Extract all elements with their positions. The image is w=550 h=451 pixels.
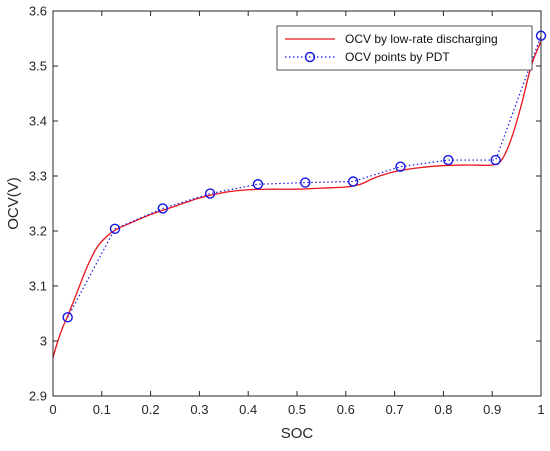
y-tick-label: 3.2 (29, 224, 47, 239)
x-tick-label: 0.8 (434, 402, 452, 417)
y-tick-label: 2.9 (29, 389, 47, 404)
y-tick-label: 3.6 (29, 4, 47, 19)
x-tick-label: 0 (49, 402, 56, 417)
x-tick-label: 0.6 (337, 402, 355, 417)
x-tick-label: 0.5 (288, 402, 306, 417)
y-axis-label: OCV(V) (5, 177, 22, 230)
y-axis-ticks: 2.9 3 3.1 3.2 3.3 3.4 3.5 3.6 (29, 4, 541, 404)
x-tick-label: 0.2 (142, 402, 160, 417)
series-layer (52, 30, 547, 358)
data-point-pdt (300, 177, 311, 188)
x-axis-label: SOC (281, 425, 314, 442)
y-tick-label: 3.1 (29, 279, 47, 294)
y-tick-label: 3.3 (29, 169, 47, 184)
y-tick-label: 3 (40, 334, 47, 349)
legend-circle-marker-icon (304, 51, 316, 63)
data-point-pdt (395, 161, 406, 172)
legend-box (276, 25, 533, 71)
y-tick-label: 3.4 (29, 114, 47, 129)
data-point-pdt (157, 203, 169, 214)
x-tick-label: 0.7 (386, 402, 404, 417)
data-point-pdt (490, 154, 501, 166)
data-point-pdt (252, 179, 264, 190)
data-point-pdt (109, 223, 121, 235)
y-tick-label: 3.5 (29, 59, 47, 74)
data-point-pdt (204, 188, 216, 199)
x-tick-label: 0.3 (190, 402, 208, 417)
data-point-pdt (443, 154, 454, 166)
x-axis-ticks: 0 0.1 0.2 0.3 0.4 0.5 0.6 0.7 0.8 0.9 1 (49, 11, 545, 417)
legend-entry-low-rate: OCV by low-rate discharging (345, 32, 498, 46)
legend: OCV by low-rate discharging OCV points b… (276, 25, 533, 71)
x-tick-label: 0.4 (239, 402, 257, 417)
x-tick-label: 0.1 (93, 402, 111, 417)
series-line-low-rate-discharging (52, 41, 542, 358)
x-tick-label: 0.9 (483, 402, 501, 417)
x-tick-label: 1 (537, 402, 544, 417)
data-point-pdt (62, 312, 73, 323)
data-point-pdt (347, 176, 359, 187)
legend-entry-pdt: OCV points by PDT (345, 50, 450, 64)
plot-area (53, 11, 541, 396)
